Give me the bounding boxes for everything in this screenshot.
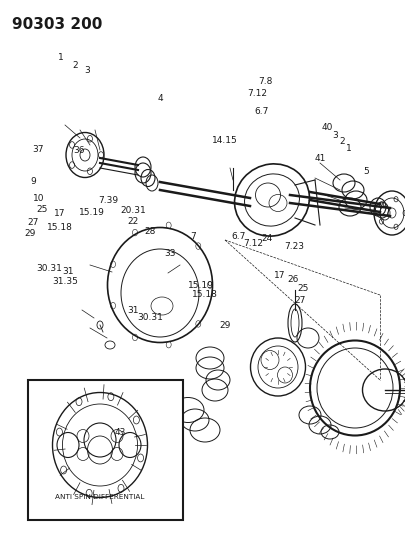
Text: 3: 3 [333,131,338,140]
Text: 3: 3 [84,66,90,75]
Text: 7.8: 7.8 [258,77,273,86]
Text: 6.7: 6.7 [232,232,246,241]
Text: 15.19: 15.19 [79,208,105,217]
Text: 22: 22 [127,217,139,225]
Text: 17: 17 [54,209,66,217]
Text: 28: 28 [144,228,156,236]
Text: 7.23: 7.23 [284,242,304,251]
Text: 25: 25 [297,285,309,293]
Text: 2: 2 [72,61,78,69]
Text: 10: 10 [33,194,44,203]
Text: 29: 29 [219,321,230,329]
Text: 7.12: 7.12 [247,89,267,98]
Text: 30.31: 30.31 [137,313,163,322]
Text: 14.15: 14.15 [212,136,238,145]
Text: 15.18: 15.18 [192,290,217,299]
Text: 27: 27 [295,296,306,305]
Text: 40: 40 [322,124,333,132]
Text: 26: 26 [288,276,299,284]
Text: 31: 31 [62,268,74,276]
Text: 31.35: 31.35 [53,277,79,286]
Text: 37: 37 [33,145,44,154]
Text: 9: 9 [31,177,36,185]
Text: 6.7: 6.7 [254,108,269,116]
Text: 1: 1 [346,144,352,152]
Text: 4: 4 [157,94,163,102]
Text: 25: 25 [37,205,48,214]
Text: 33: 33 [164,249,176,257]
Text: 30.31: 30.31 [36,264,62,273]
Text: 20.31: 20.31 [120,206,146,214]
Text: 17: 17 [274,271,285,280]
Text: 90303 200: 90303 200 [12,17,102,32]
Text: 7.39: 7.39 [98,196,119,205]
Text: 15.18: 15.18 [47,223,73,232]
Text: 1: 1 [58,53,64,62]
Text: 15.19: 15.19 [188,281,213,290]
Text: 43: 43 [115,429,126,437]
Text: 5: 5 [363,167,369,176]
Text: 7.12: 7.12 [243,239,263,247]
Text: 7: 7 [191,232,196,241]
Text: 27: 27 [28,219,39,227]
Text: 41: 41 [314,155,326,163]
Text: 29: 29 [24,229,35,238]
Text: 36: 36 [73,146,85,155]
Text: 31: 31 [127,306,139,314]
Text: 24: 24 [262,235,273,243]
Text: 2: 2 [339,138,345,146]
Text: ANTI SPIN DIFFERENTIAL: ANTI SPIN DIFFERENTIAL [55,494,144,500]
Bar [28,380,183,520]
